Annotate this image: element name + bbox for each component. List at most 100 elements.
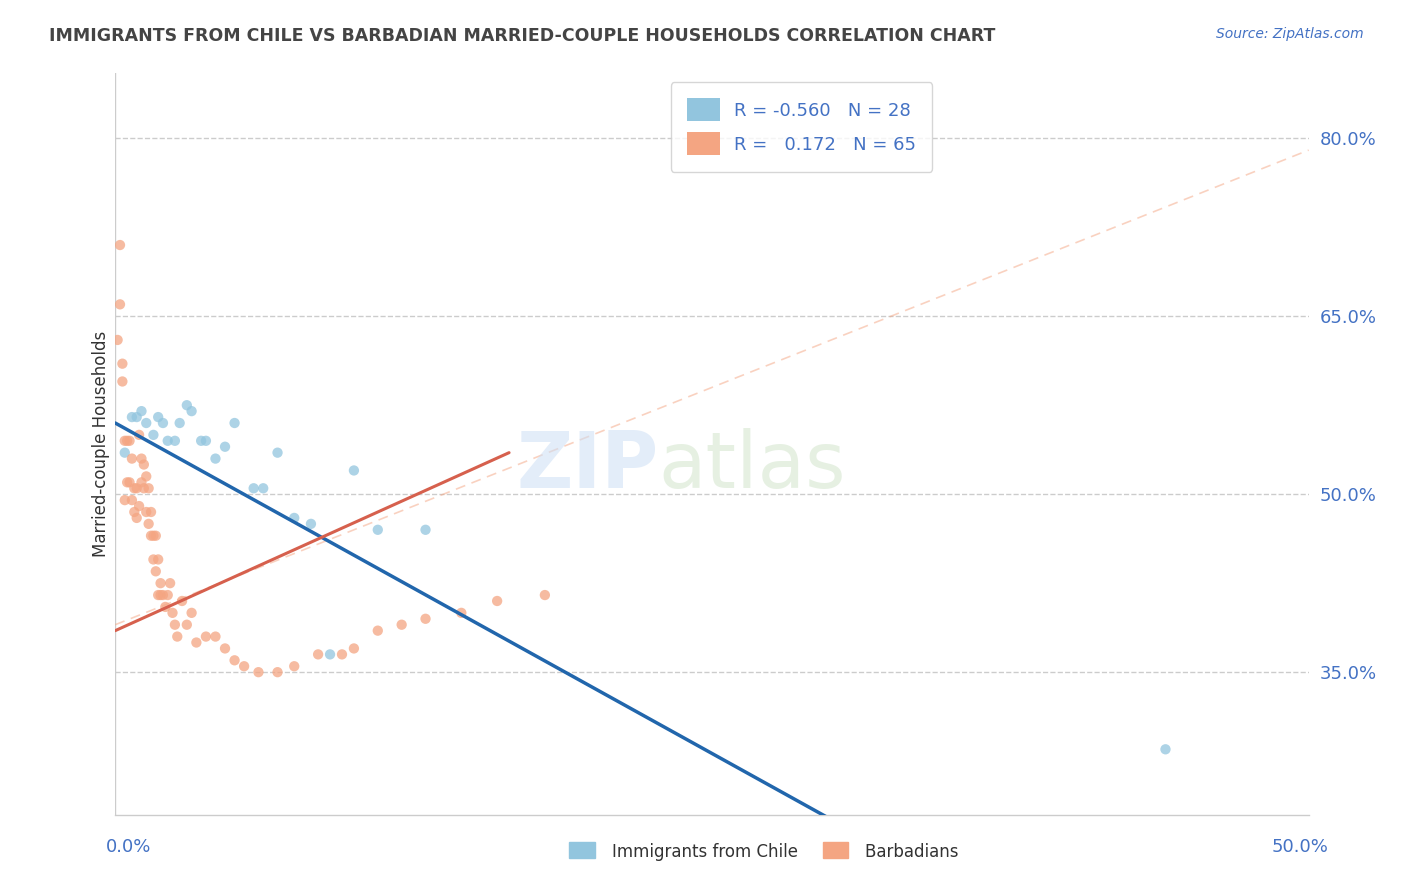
Point [142,529,165,543]
Point [121,410,143,425]
Point [343,641,366,656]
Point [131,404,153,418]
Point [138,481,160,495]
Point [108,297,131,311]
Point [107,333,129,347]
Point [124,505,146,519]
Point [283,511,305,525]
Point [152,588,174,602]
Text: ZIP: ZIP [516,428,658,504]
Point [131,475,153,490]
Point [170,594,193,608]
Point [149,576,172,591]
Point [111,375,134,389]
Point [142,552,165,566]
Point [283,659,305,673]
Point [247,665,270,680]
Text: Barbadians: Barbadians [844,843,957,861]
Point [156,588,179,602]
Text: atlas: atlas [658,428,846,504]
Point [111,357,134,371]
Point [115,434,138,448]
Point [176,617,198,632]
Text: 50.0%: 50.0% [1272,838,1329,856]
Point [118,434,141,448]
Point [367,523,389,537]
Point [186,635,208,649]
Point [204,451,226,466]
Point [125,481,148,495]
Y-axis label: Married-couple Households: Married-couple Households [93,331,110,557]
Point [128,428,150,442]
Point [214,440,236,454]
Point [242,481,264,495]
Text: IMMIGRANTS FROM CHILE VS BARBADIAN MARRIED-COUPLE HOUSEHOLDS CORRELATION CHART: IMMIGRANTS FROM CHILE VS BARBADIAN MARRI… [49,27,995,45]
Point [135,469,157,483]
Point [145,564,167,578]
Point [176,398,198,412]
Point [148,588,170,602]
Point [180,404,202,418]
Point [1154,742,1177,756]
Point [125,410,148,425]
Point [299,516,322,531]
Point [124,481,146,495]
Point [108,238,131,252]
Point [118,475,141,490]
Point [131,451,153,466]
Point [330,648,353,662]
Point [135,416,157,430]
Point [148,410,170,425]
Point [121,493,143,508]
Point [138,516,160,531]
Point [149,588,172,602]
Point [486,594,509,608]
Point [534,588,557,602]
Point [163,434,186,448]
Point [125,511,148,525]
Point [145,529,167,543]
Point [166,630,188,644]
Point [252,481,274,495]
Text: Immigrants from Chile: Immigrants from Chile [591,843,797,861]
Point [367,624,389,638]
Point [139,505,162,519]
Point [319,648,342,662]
Point [159,576,181,591]
Point [307,648,329,662]
Point [114,434,136,448]
Point [415,523,437,537]
Point [114,445,136,459]
Point [266,445,288,459]
Point [148,552,170,566]
Point [142,428,165,442]
Point [415,612,437,626]
Point [139,529,162,543]
Point [233,659,256,673]
Point [114,493,136,508]
Point [194,434,217,448]
Point [204,630,226,644]
Point [194,630,217,644]
Point [163,617,186,632]
Point [162,606,184,620]
Point [132,458,155,472]
Point [343,463,366,477]
Point [121,451,143,466]
Point [266,665,288,680]
Point [155,599,177,614]
Point [450,606,472,620]
Point [156,434,179,448]
Point [214,641,236,656]
Point [152,416,174,430]
Text: Source: ZipAtlas.com: Source: ZipAtlas.com [1216,27,1364,41]
Point [224,416,246,430]
Point [128,499,150,513]
Point [115,475,138,490]
Text: 0.0%: 0.0% [105,838,150,856]
Point [180,606,202,620]
Point [132,481,155,495]
Point [224,653,246,667]
Point [391,617,413,632]
Point [169,416,191,430]
